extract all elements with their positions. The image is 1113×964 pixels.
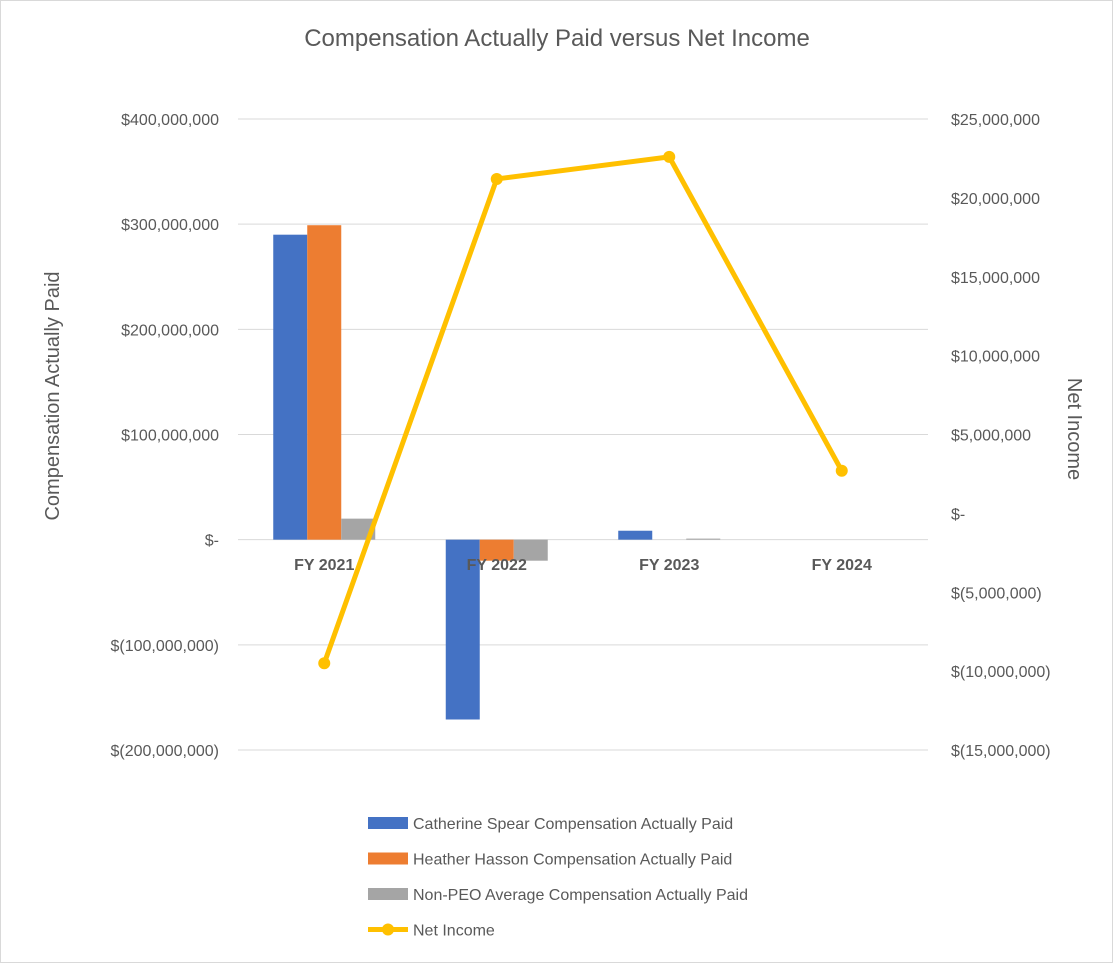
net-income-line <box>321 154 845 666</box>
bar-1-fy-2022 <box>445 539 480 720</box>
legend-label: Catherine Spear Compensation Actually Pa… <box>413 816 733 833</box>
bar-3-fy-2021 <box>341 518 376 540</box>
left-axis-tick-label: $- <box>205 533 219 550</box>
net-income-marker <box>835 464 848 477</box>
legend-label: Non-PEO Average Compensation Actually Pa… <box>413 887 748 904</box>
category-label: FY 2024 <box>812 557 872 574</box>
chart-title: Compensation Actually Paid versus Net In… <box>304 25 810 52</box>
category-label: FY 2021 <box>294 557 354 574</box>
legend: Catherine Spear Compensation Actually Pa… <box>368 816 748 940</box>
right-axis-tick-label: $20,000,000 <box>951 191 1040 208</box>
legend-swatch <box>368 817 408 829</box>
net-income-marker <box>663 150 676 163</box>
left-axis-tick-label: $200,000,000 <box>121 322 219 339</box>
right-axis-tick-label: $10,000,000 <box>951 349 1040 366</box>
category-labels: FY 2021 FY 2022 FY 2023 FY 2024 <box>294 557 872 574</box>
left-axis-tick-label: $300,000,000 <box>121 217 219 234</box>
right-axis-tick-label: $(10,000,000) <box>951 664 1051 681</box>
left-axis-tick-label: $400,000,000 <box>121 112 219 129</box>
legend-label: Heather Hasson Compensation Actually Pai… <box>413 852 732 869</box>
net-income-marker <box>490 172 503 185</box>
right-axis-tick-label: $(5,000,000) <box>951 585 1042 602</box>
left-axis-tick-label: $(200,000,000) <box>110 743 219 760</box>
right-axis-tick-label: $(15,000,000) <box>951 743 1051 760</box>
right-axis-tick-label: $25,000,000 <box>951 112 1040 129</box>
legend-swatch <box>368 852 408 865</box>
category-label: FY 2023 <box>639 557 699 574</box>
bar-1-fy-2021 <box>273 234 308 540</box>
category-label: FY 2022 <box>467 557 527 574</box>
net-income-line-layer <box>318 150 848 670</box>
right-axis-tick-label: $- <box>951 506 965 523</box>
left-axis-title: Compensation Actually Paid <box>42 271 64 520</box>
left-axis-tick-label: $100,000,000 <box>121 428 219 445</box>
right-axis-tick-label: $15,000,000 <box>951 270 1040 287</box>
right-axis-title: Net Income <box>1063 378 1085 480</box>
left-axis-ticks: $400,000,000 $300,000,000 $200,000,000 $100… <box>110 112 219 760</box>
bar-1-fy-2023 <box>618 530 653 540</box>
bar-2-fy-2021 <box>307 225 342 540</box>
legend-marker <box>382 923 394 936</box>
net-income-marker <box>318 657 331 670</box>
bar-3-fy-2023 <box>686 538 721 540</box>
right-axis-tick-label: $5,000,000 <box>951 428 1031 445</box>
bar-3-fy-2022 <box>513 539 548 561</box>
left-axis-tick-label: $(100,000,000) <box>110 638 219 655</box>
right-axis-ticks: $25,000,000 $20,000,000 $15,000,000 $10,000… <box>951 112 1051 760</box>
bars <box>273 225 721 720</box>
legend-label: Net Income <box>413 923 495 940</box>
legend-swatch <box>368 888 408 900</box>
bar-2-fy-2022 <box>479 539 514 561</box>
